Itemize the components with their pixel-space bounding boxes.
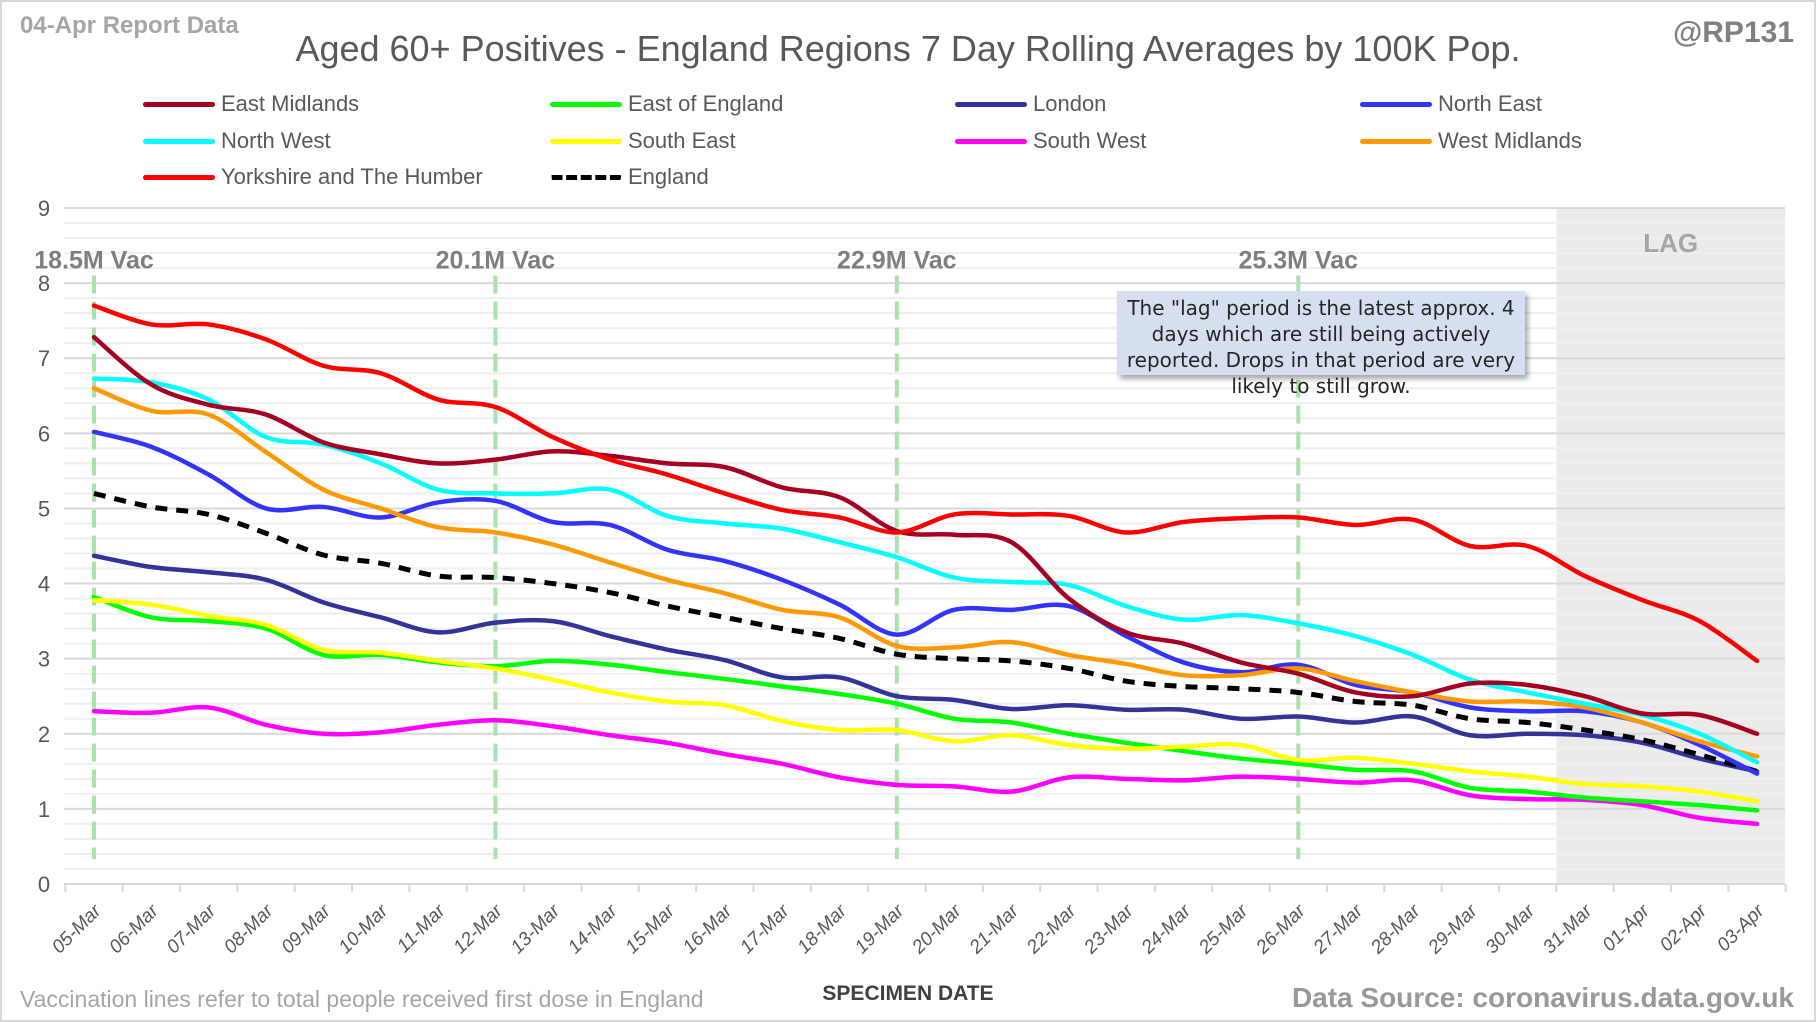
series-line-west-midlands <box>91 386 1760 759</box>
legend-swatch <box>1360 101 1432 107</box>
y-tick-label: 9 <box>38 196 50 221</box>
x-tick-label: 24-Mar <box>1137 900 1196 959</box>
y-tick-label: 0 <box>38 872 50 897</box>
x-tick-label: 21-Mar <box>965 900 1024 959</box>
x-tick-label: 12-Mar <box>450 900 508 958</box>
x-tick-label: 03-Apr <box>1713 900 1769 956</box>
series-line-south-east <box>91 597 1760 804</box>
vaccination-label: 20.1M Vac <box>436 246 556 274</box>
legend-label: South West <box>1033 128 1147 153</box>
y-tick-label: 8 <box>38 271 50 296</box>
vaccination-label: 22.9M Vac <box>837 246 957 274</box>
y-tick-label: 6 <box>38 421 50 446</box>
vaccination-label: 18.5M Vac <box>34 246 154 274</box>
y-tick-label: 2 <box>38 722 50 747</box>
legend-swatch <box>955 101 1027 107</box>
x-tick-label: 20-Mar <box>908 900 967 959</box>
x-tick-label: 07-Mar <box>163 900 221 958</box>
legend-label: Yorkshire and The Humber <box>221 164 483 189</box>
x-tick-label: 10-Mar <box>335 900 393 958</box>
legend-swatch <box>550 138 622 144</box>
report-date-label: 04-Apr Report Data <box>20 12 239 39</box>
data-source: Data Source: coronavirus.data.gov.uk <box>1291 982 1794 1013</box>
series-line-east-midlands <box>91 334 1760 737</box>
vaccination-footnote: Vaccination lines refer to total people … <box>20 986 704 1012</box>
x-tick-label: 01-Apr <box>1599 900 1655 956</box>
x-tick-label: 26-Mar <box>1252 900 1311 959</box>
legend-item-north-west: North West <box>143 128 331 154</box>
y-tick-label: 7 <box>38 346 50 371</box>
x-tick-label: 18-Mar <box>794 900 852 958</box>
legend-item-north-east: North East <box>1360 91 1542 117</box>
legend-label: West Midlands <box>1438 128 1582 153</box>
series-line-yorkshire-and-the-humber <box>91 303 1760 664</box>
y-tick-label: 1 <box>38 797 50 822</box>
legend-swatch <box>143 174 215 180</box>
x-tick-label: 17-Mar <box>736 900 794 958</box>
x-tick-label: 09-Mar <box>278 900 336 958</box>
x-tick-label: 14-Mar <box>564 900 622 958</box>
legend-item-west-midlands: West Midlands <box>1360 128 1582 154</box>
vaccination-label: 25.3M Vac <box>1238 246 1358 274</box>
x-tick-label: 27-Mar <box>1309 900 1368 959</box>
lag-note-box: The "lag" period is the latest approx. 4… <box>1117 291 1525 398</box>
x-tick-label: 15-Mar <box>622 900 680 958</box>
legend-item-south-east: South East <box>550 128 736 154</box>
legend-item-south-west: South West <box>955 128 1146 154</box>
legend-swatch <box>143 101 215 107</box>
legend-label: North West <box>221 128 331 153</box>
legend-label: East of England <box>628 91 784 116</box>
x-axis-title: SPECIMEN DATE <box>822 982 994 1005</box>
x-tick-label: 25-Mar <box>1194 900 1253 959</box>
legend-label: East Midlands <box>221 91 360 116</box>
x-tick-label: 19-Mar <box>851 900 909 958</box>
legend-label: South East <box>628 128 736 153</box>
legend-swatch <box>550 101 622 107</box>
x-tick-label: 11-Mar <box>393 900 450 957</box>
legend-item-england: England <box>550 164 709 190</box>
legend-label: England <box>628 164 709 189</box>
x-tick-label: 05-Mar <box>48 900 106 958</box>
x-tick-label: 30-Mar <box>1482 900 1540 958</box>
legend-label: London <box>1033 91 1107 116</box>
legend-item-yorkshire-and-the-humber: Yorkshire and The Humber <box>143 164 483 190</box>
series-line-north-east <box>91 429 1760 776</box>
x-tick-label: 22-Mar <box>1022 900 1081 959</box>
x-tick-label: 23-Mar <box>1080 900 1139 959</box>
x-tick-label: 02-Apr <box>1656 900 1712 956</box>
lag-label: LAG <box>1643 228 1698 258</box>
legend-item-london: London <box>955 91 1106 117</box>
y-tick-label: 4 <box>38 572 50 597</box>
legend-item-east-midlands: East Midlands <box>143 91 359 117</box>
legend-item-east-of-england: East of England <box>550 91 783 117</box>
x-tick-label: 16-Mar <box>679 900 737 958</box>
legend-swatch <box>1360 138 1432 144</box>
series-line-south-west <box>91 704 1760 827</box>
x-tick-label: 31-Mar <box>1539 900 1597 958</box>
legend-swatch <box>550 174 622 180</box>
x-tick-label: 29-Mar <box>1424 900 1483 959</box>
series-line-london <box>91 553 1760 774</box>
y-tick-label: 5 <box>38 496 50 521</box>
legend-swatch <box>955 138 1027 144</box>
series-line-england <box>93 490 1758 774</box>
x-tick-label: 28-Mar <box>1366 900 1425 959</box>
x-tick-label: 13-Mar <box>507 900 565 958</box>
legend-swatch <box>143 138 215 144</box>
y-tick-label: 3 <box>38 647 50 672</box>
x-tick-label: 06-Mar <box>105 900 163 958</box>
chart-title: Aged 60+ Positives - England Regions 7 D… <box>295 28 1521 69</box>
x-tick-label: 08-Mar <box>220 900 278 958</box>
series-line-east-of-england <box>91 594 1760 813</box>
author-handle: @RP131 <box>1673 16 1794 49</box>
series-line-north-west <box>91 376 1760 765</box>
legend-label: North East <box>1438 91 1542 116</box>
